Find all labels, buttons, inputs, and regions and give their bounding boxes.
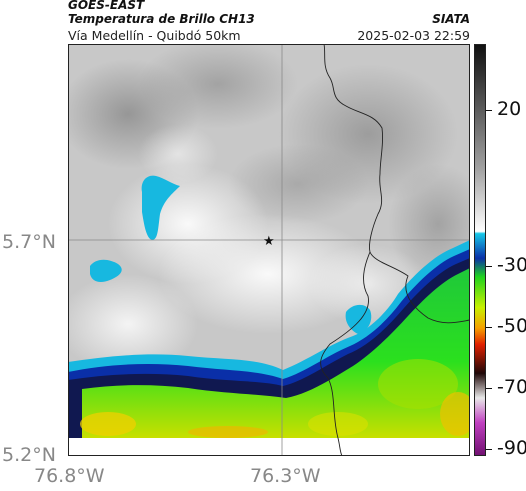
colorbar: [474, 44, 486, 456]
lon-label-76-3: 76.3°W: [250, 465, 321, 487]
warm-south-region: [82, 268, 470, 438]
colorbar-label-minus-50: -50: [497, 315, 526, 337]
colorbar-tick: [486, 327, 492, 328]
lat-label-5-7: 5.7°N: [2, 231, 56, 253]
organization-label: SIATA: [432, 12, 470, 26]
satellite-title: GOES-EAST: [68, 0, 145, 12]
colorbar-tick: [486, 449, 492, 450]
region-subtitle: Vía Medellín - Quibdó 50km: [68, 28, 241, 43]
colorbar-label-minus-70: -70: [497, 376, 526, 398]
municipal-boundary: [320, 251, 371, 456]
star-marker: ★: [263, 234, 275, 249]
cyan-cell-west: [90, 259, 122, 282]
cyan-cell-north: [141, 175, 180, 240]
colorbar-tick: [486, 388, 492, 389]
colorbar-label-minus-30: -30: [497, 254, 526, 276]
lon-label-76-8: 76.8°W: [34, 465, 105, 487]
timestamp-label: 2025-02-03 22:59: [357, 28, 470, 43]
colorbar-tick: [486, 266, 492, 267]
gray-cloud-texture: [68, 44, 470, 374]
colorbar-label-minus-90: -90: [497, 437, 526, 459]
department-boundary: [323, 44, 470, 324]
colorbar-tick: [486, 110, 492, 111]
warm-patches: [80, 359, 470, 438]
lat-label-5-2: 5.2°N: [2, 444, 56, 466]
cyan-cell-central: [345, 304, 372, 334]
colorbar-label-20: 20: [497, 98, 522, 120]
product-title: Temperatura de Brillo CH13: [68, 12, 255, 26]
satellite-map: ★: [68, 44, 470, 456]
